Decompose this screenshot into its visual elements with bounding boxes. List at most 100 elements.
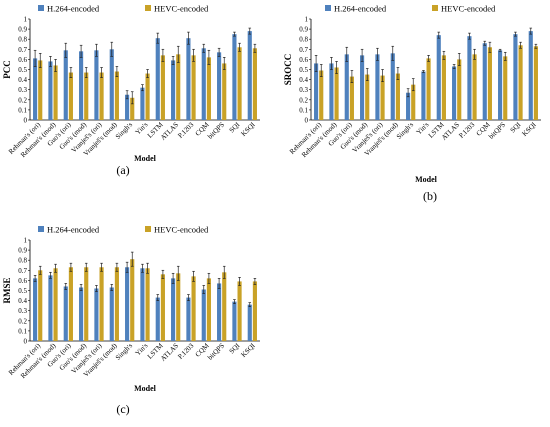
bar: [140, 87, 145, 120]
bar: [99, 72, 104, 120]
bar: [94, 288, 99, 341]
bar: [53, 65, 58, 120]
bar: [109, 49, 114, 120]
bar: [206, 57, 211, 120]
x-axis-title: Model: [134, 154, 157, 163]
y-tick-label: 1: [305, 16, 309, 24]
legend-swatch: [145, 226, 151, 232]
y-tick-label: 0.1: [18, 327, 27, 335]
bar: [186, 297, 191, 341]
bar: [247, 304, 252, 341]
x-tick-label: ATLAS: [440, 121, 461, 142]
bar: [160, 55, 165, 120]
y-tick-label: 0.7: [18, 267, 27, 275]
y-tick-label: 0.1: [18, 106, 27, 114]
legend-label: H.264-encoded: [47, 4, 100, 14]
x-tick-label: P.1203: [457, 120, 476, 139]
bar: [334, 67, 339, 120]
bar: [533, 46, 538, 120]
x-tick-label: KSQI: [240, 120, 258, 138]
legend-swatch: [38, 226, 44, 232]
y-tick-label: 0.8: [18, 257, 27, 265]
bar: [125, 94, 130, 120]
bar: [94, 50, 99, 121]
y-tick-label: 0.6: [18, 56, 27, 64]
bar: [68, 267, 73, 341]
y-tick-label: 0.9: [18, 247, 27, 255]
bar: [99, 267, 104, 341]
bar: [114, 71, 119, 120]
y-tick-label: 0.4: [18, 76, 27, 84]
x-tick-label: Singh's: [114, 342, 134, 362]
y-tick-label: 0.5: [299, 66, 308, 74]
y-tick-label: 0.4: [299, 76, 308, 84]
bar: [375, 54, 380, 120]
bar: [467, 36, 472, 120]
y-tick-label: 0.7: [299, 46, 308, 54]
bar: [140, 268, 145, 341]
bar: [145, 268, 150, 341]
bar: [482, 43, 487, 120]
bar: [498, 50, 503, 121]
y-tick-label: 0.6: [299, 56, 308, 64]
bar: [252, 48, 257, 120]
y-tick-label: 0: [24, 117, 28, 125]
x-tick-label: KSQI: [240, 341, 258, 359]
bar: [472, 54, 477, 120]
y-axis-title: PCC: [2, 60, 12, 79]
bar: [186, 38, 191, 120]
bar: [406, 92, 411, 120]
bar: [171, 278, 176, 341]
bar: [48, 61, 53, 120]
x-tick-label: P.1203: [176, 341, 195, 360]
y-tick-label: 0.3: [18, 307, 27, 315]
x-tick-label: Singh's: [395, 121, 415, 141]
y-tick-label: 0.2: [299, 96, 308, 104]
legend-swatch: [145, 5, 151, 11]
x-tick-label: bitQPS: [206, 121, 226, 141]
bar: [232, 301, 237, 341]
bar: [191, 55, 196, 120]
bar: [63, 50, 68, 121]
y-axis-title: SROCC: [283, 54, 293, 86]
y-tick-label: 0.3: [299, 86, 308, 94]
panel-label: (b): [423, 189, 437, 203]
bar: [232, 34, 237, 120]
y-tick-label: 0.9: [299, 26, 308, 34]
bar: [222, 63, 227, 120]
bar: [329, 63, 334, 120]
y-tick-label: 0.2: [18, 317, 27, 325]
x-tick-label: ATLAS: [159, 121, 180, 142]
bar: [201, 289, 206, 341]
x-tick-label: bitQPS: [206, 342, 226, 362]
chart-panel-2: H.264-encoded HEVC-encoded 0 0.1 0.2 0.3 0.4 0.…: [283, 4, 541, 203]
bar: [171, 60, 176, 120]
bar: [84, 72, 89, 120]
bar: [436, 35, 441, 120]
bar: [349, 76, 354, 120]
y-tick-label: 1: [24, 237, 28, 245]
y-tick-label: 1: [24, 16, 28, 24]
y-tick-label: 0.5: [18, 287, 27, 295]
bar: [390, 53, 395, 121]
y-tick-label: 0: [305, 117, 309, 125]
y-tick-label: 0: [24, 338, 28, 346]
x-axis-title: Model: [134, 384, 157, 393]
bar: [38, 60, 43, 120]
bar: [155, 297, 160, 341]
bar: [344, 54, 349, 120]
bar: [201, 48, 206, 120]
bar: [145, 73, 150, 120]
x-tick-label: KSQI: [521, 120, 539, 138]
y-axis-title: RMSE: [2, 277, 12, 303]
bar: [426, 58, 431, 120]
bar: [33, 58, 38, 120]
panel-label: (c): [116, 402, 129, 416]
y-tick-label: 0.8: [299, 36, 308, 44]
bar: [63, 286, 68, 341]
bar: [217, 52, 222, 120]
bar: [252, 281, 257, 341]
bar: [518, 45, 523, 121]
bar: [360, 55, 365, 120]
